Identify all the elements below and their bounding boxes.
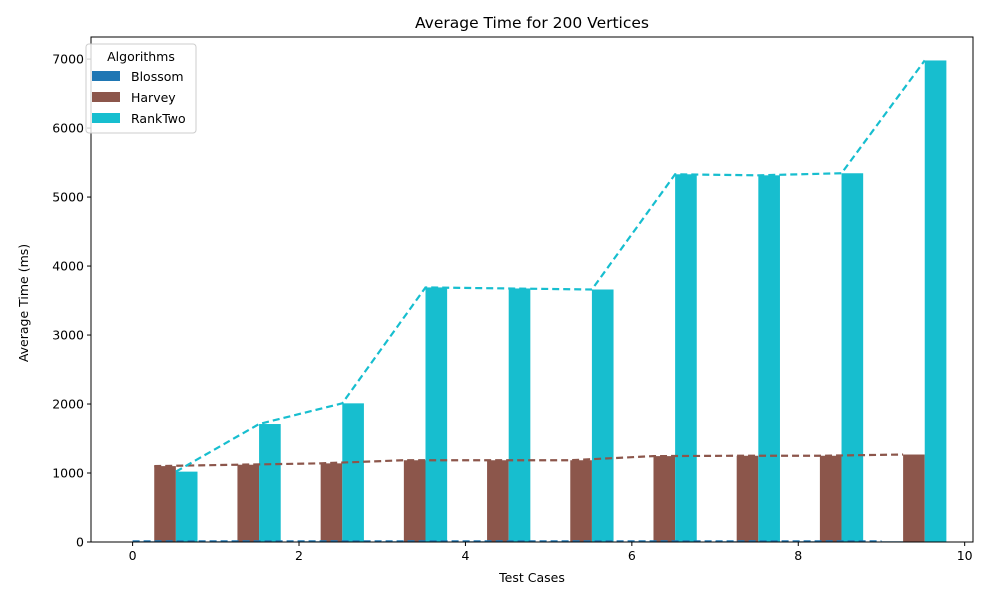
bar-harvey [736, 455, 759, 542]
bar-harvey [487, 460, 509, 542]
axes-layer: 0 2 4 6 8 10 0 1000 2000 3000 4000 5000 6000 7000 [52, 36, 974, 563]
y-tick-label: 6000 [52, 121, 84, 136]
y-tick-label: 5000 [52, 190, 84, 205]
bar-ranktwo [591, 289, 614, 542]
y-tick-label: 3000 [52, 328, 84, 343]
bar-ranktwo [342, 403, 364, 542]
plot-frame [90, 36, 974, 543]
bar-ranktwo [259, 424, 281, 542]
bar-ranktwo [175, 471, 198, 542]
legend-title: Algorithms [107, 49, 175, 64]
trend-line-ranktwo [175, 59, 926, 473]
x-tick-label: 10 [957, 548, 973, 563]
bar-harvey [653, 456, 676, 542]
y-tick-label: 2000 [52, 397, 84, 412]
bar-ranktwo [758, 175, 780, 542]
bar-harvey [154, 466, 176, 542]
bar-harvey [320, 463, 343, 542]
bar-ranktwo [425, 287, 448, 542]
legend-swatch-blossom [92, 71, 120, 81]
x-tick-label: 6 [628, 548, 636, 563]
legend: Algorithms Blossom Harvey RankTwo [85, 43, 197, 134]
legend-label-ranktwo: RankTwo [131, 111, 186, 126]
y-axis-label: Average Time (ms) [16, 244, 31, 362]
bar-ranktwo [841, 173, 864, 542]
x-tick-label: 2 [295, 548, 303, 563]
bar-ranktwo [675, 174, 697, 542]
trend-line-harvey [154, 453, 904, 468]
trend-lines-layer [132, 59, 926, 543]
bar-ranktwo [924, 60, 947, 542]
bar-harvey [903, 454, 925, 542]
y-tick-label: 7000 [52, 52, 84, 67]
x-tick-label: 0 [129, 548, 137, 563]
chart-title: Average Time for 200 Vertices [415, 14, 649, 32]
y-tick-label: 0 [76, 535, 84, 550]
x-tick-label: 8 [794, 548, 802, 563]
x-tick-label: 4 [461, 548, 469, 563]
bar-harvey [819, 455, 842, 542]
legend-label-blossom: Blossom [131, 69, 184, 84]
legend-swatch-ranktwo [92, 113, 120, 123]
bar-ranktwo [508, 288, 531, 542]
bars-layer [132, 60, 947, 542]
legend-box [85, 43, 197, 134]
legend-items: Blossom Harvey RankTwo [92, 69, 186, 126]
bar-harvey [237, 464, 260, 542]
bar-harvey [570, 460, 592, 542]
y-tick-label: 1000 [52, 466, 84, 481]
x-axis-label: Test Cases [498, 570, 565, 585]
legend-label-harvey: Harvey [131, 90, 176, 105]
y-tick-label: 4000 [52, 259, 84, 274]
legend-swatch-harvey [92, 92, 120, 102]
bar-harvey [403, 460, 426, 542]
